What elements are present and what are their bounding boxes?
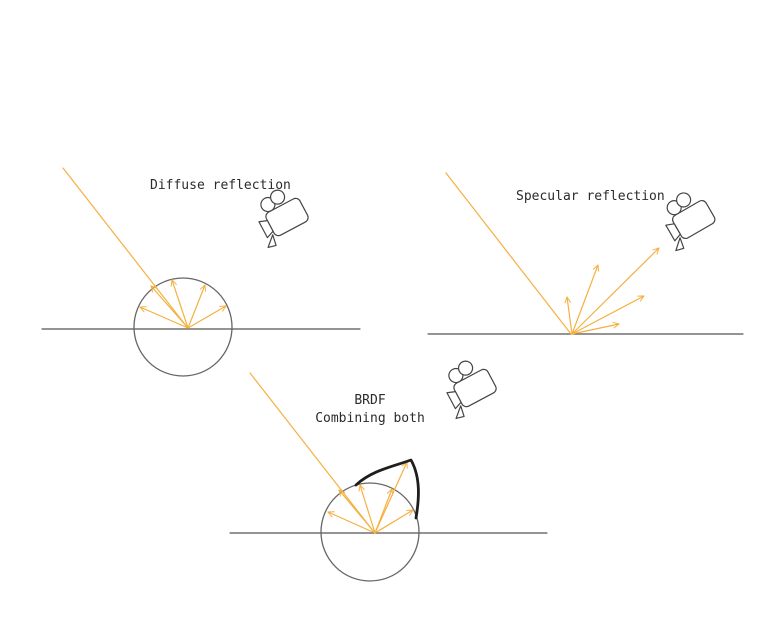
diffuse-reflected-rays xyxy=(139,279,227,329)
specular-incident-ray xyxy=(445,172,572,335)
specular-reflected-rays xyxy=(564,247,660,335)
specular-reflection-label: Specular reflection xyxy=(516,189,665,204)
brdf-subtitle: Combining both xyxy=(315,411,425,426)
brdf-reflected-rays xyxy=(327,461,414,534)
brdf-lobe-outline xyxy=(354,458,420,520)
brdf-incident-ray xyxy=(249,372,375,533)
specular-reflection-panel: Specular reflection xyxy=(427,172,744,335)
diffuse-reflection-label: Diffuse reflection xyxy=(150,178,291,193)
brdf-hemisphere xyxy=(320,482,420,582)
diffuse-incident-ray xyxy=(62,167,188,328)
brdf-title: BRDF xyxy=(354,393,385,408)
brdf-panel: BRDF Combining both xyxy=(229,352,548,582)
diffuse-hemisphere xyxy=(133,277,233,377)
video-camera-icon xyxy=(433,352,502,421)
diffuse-reflection-panel: Diffuse reflection xyxy=(41,167,361,377)
